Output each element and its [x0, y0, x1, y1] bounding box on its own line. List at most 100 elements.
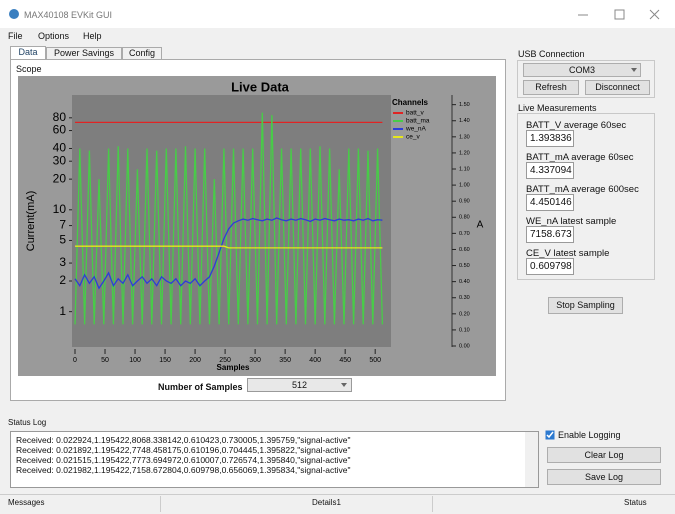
y-tick-label: 5 — [59, 233, 66, 247]
samples-label: Number of Samples — [158, 382, 243, 392]
series-line — [75, 245, 383, 249]
y-tick-label: 7 — [59, 218, 66, 232]
y2-tick-label: 0.60 — [459, 247, 470, 253]
x-tick-label: 400 — [309, 357, 321, 364]
log-line: Received: 0.021892,1.195422,7748.458175,… — [16, 445, 351, 455]
status-separator — [432, 496, 433, 512]
live-label: Live Measurements — [518, 103, 597, 113]
measurement-label: BATT_V average 60sec — [526, 120, 627, 131]
log-line: Received: 0.021515,1.195422,7773.694972,… — [16, 455, 351, 465]
y2-tick-label: 0.70 — [459, 231, 470, 237]
dropdown-arrow — [341, 383, 347, 387]
x-tick-label: 0 — [73, 357, 77, 364]
save-log-button[interactable]: Save Log — [547, 469, 661, 485]
series-line — [74, 112, 384, 325]
stop-button[interactable]: Stop Sampling — [548, 297, 623, 314]
measurement-label: CE_V latest sample — [526, 248, 610, 259]
window-controls[interactable] — [570, 8, 670, 22]
live-group — [517, 113, 655, 280]
measurement-value: 7158.673 — [526, 226, 574, 243]
y2-tick-label: 0.10 — [459, 327, 470, 333]
status-details: Details1 — [312, 498, 341, 507]
y2-tick-label: 1.10 — [459, 166, 470, 172]
dropdown-arrow — [631, 68, 637, 72]
y-tick-label: 3 — [59, 255, 66, 269]
y-tick-label: 1 — [59, 304, 66, 318]
clear-log-button[interactable]: Clear Log — [547, 447, 661, 463]
usb-group — [517, 60, 655, 98]
menu-item[interactable]: Help — [83, 31, 102, 41]
y2-tick-label: 1.40 — [459, 118, 470, 124]
measurement-value: 4.337094 — [526, 162, 574, 179]
measurement-label: WE_nA latest sample — [526, 216, 617, 227]
y2-tick-label: 0.90 — [459, 199, 470, 205]
y2-tick-label: 0.40 — [459, 279, 470, 285]
status-bar — [0, 494, 675, 514]
y-tick-label: 10 — [53, 202, 67, 216]
app-icon — [9, 9, 19, 19]
y-tick-label: 20 — [53, 171, 67, 185]
log-scrollbar[interactable] — [525, 432, 538, 487]
status-status: Status — [624, 498, 647, 507]
x-axis-label: Samples — [217, 363, 250, 372]
samples-dropdown[interactable]: 512 — [247, 378, 352, 392]
y2-tick-label: 0.30 — [459, 295, 470, 301]
x-tick-label: 250 — [219, 357, 231, 364]
y-tick-label: 60 — [53, 123, 67, 137]
x-tick-label: 300 — [249, 357, 261, 364]
port-dropdown[interactable]: COM3 — [523, 63, 641, 77]
measurement-label: BATT_mA average 600sec — [526, 184, 639, 195]
logging-checkbox[interactable] — [545, 430, 555, 440]
y2-axis-label: A — [477, 220, 484, 231]
y2-tick-label: 0.80 — [459, 215, 470, 221]
y-axis-label: Current(mA) — [25, 191, 37, 252]
x-tick-label: 50 — [101, 357, 109, 364]
y2-tick-label: 0.00 — [459, 343, 470, 349]
menu-item[interactable]: Options — [38, 31, 70, 41]
x-tick-label: 150 — [159, 357, 171, 364]
y2-tick-label: 1.30 — [459, 134, 470, 140]
y-tick-label: 80 — [53, 110, 67, 124]
log-box — [10, 431, 539, 488]
scope-label: Scope — [16, 64, 42, 74]
status-separator — [160, 496, 161, 512]
disconnect-button[interactable]: Disconnect — [585, 80, 650, 95]
measurement-value: 4.450146 — [526, 194, 574, 211]
x-tick-label: 100 — [129, 357, 141, 364]
x-tick-label: 500 — [369, 357, 381, 364]
series-line — [74, 217, 383, 290]
legend-label: we_nA — [405, 126, 427, 133]
chart: Live Data Samples Current(mA) A 1 2 3 57 10 2… — [18, 76, 496, 376]
legend-label: batt_v — [406, 110, 424, 117]
log-line: Received: 0.022924,1.195422,8068.338142,… — [16, 435, 351, 445]
y-tick-label: 40 — [53, 141, 67, 155]
tab[interactable]: Data — [10, 46, 46, 60]
y-tick-label: 30 — [53, 153, 67, 167]
measurement-label: BATT_mA average 60sec — [526, 152, 634, 163]
measurement-value: 1.393836 — [526, 130, 574, 147]
refresh-button[interactable]: Refresh — [523, 80, 579, 95]
x-tick-label: 350 — [279, 357, 291, 364]
y-tick-label: 2 — [59, 273, 66, 287]
legend-label: batt_ma — [406, 118, 430, 125]
logging-label: Enable Logging — [558, 430, 621, 440]
y2-tick-label: 0.20 — [459, 311, 470, 317]
usb-label: USB Connection — [518, 49, 585, 59]
status-log-label: Status Log — [8, 418, 47, 427]
y2-tick-label: 1.50 — [459, 102, 470, 108]
log-line: Received: 0.021982,1.195422,7158.672804,… — [16, 465, 351, 475]
status-messages: Messages — [8, 498, 45, 507]
y2-tick-label: 1.00 — [459, 183, 470, 189]
x-tick-label: 200 — [189, 357, 201, 364]
menu-item[interactable]: File — [8, 31, 23, 41]
legend-title: Channels — [392, 98, 429, 107]
legend-label: ce_v — [406, 134, 420, 141]
x-tick-label: 450 — [339, 357, 351, 364]
measurement-value: 0.609798 — [526, 258, 574, 275]
title-bar — [0, 0, 675, 28]
chart-title: Live Data — [231, 79, 290, 94]
y2-tick-label: 1.20 — [459, 150, 470, 156]
y2-tick-label: 0.50 — [459, 263, 470, 269]
window-title: MAX40108 EVKit GUI — [24, 10, 113, 20]
